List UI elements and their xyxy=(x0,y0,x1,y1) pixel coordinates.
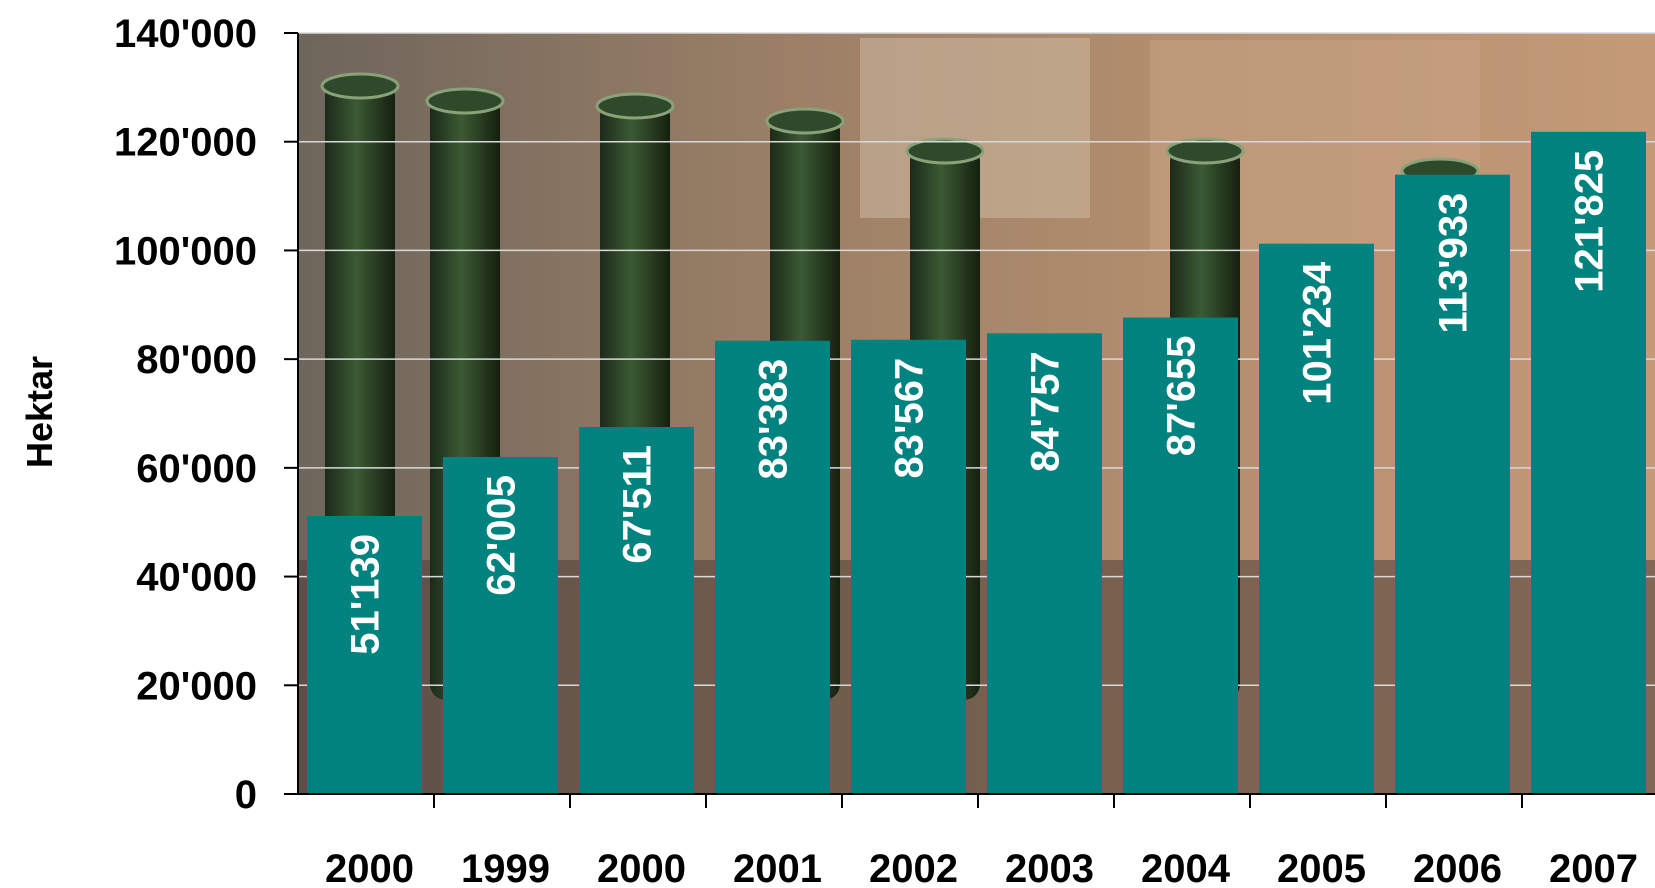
x-tick-label: 2006 xyxy=(1413,847,1502,888)
bottle-neck-rim xyxy=(905,137,985,165)
bar xyxy=(1531,131,1646,794)
x-tick-label: 2003 xyxy=(1005,847,1094,888)
bottle-neck-rim xyxy=(765,107,845,135)
y-axis-ticks: 0 20'000 40'000 60'000 80'000 100'000 120'000 1… xyxy=(114,12,298,817)
bar-value-label: 84'757 xyxy=(1024,351,1068,472)
x-tick-label: 2000 xyxy=(325,847,414,888)
bar-value-label: 51'139 xyxy=(344,534,388,655)
bar-value-label: 83'383 xyxy=(752,359,796,480)
bar xyxy=(715,340,830,794)
x-tick-label: 2005 xyxy=(1277,847,1366,888)
x-tick-label: 2001 xyxy=(733,847,822,888)
x-tick-label: 2000 xyxy=(597,847,686,888)
x-tick-label: 2007 xyxy=(1549,847,1638,888)
bar xyxy=(307,516,422,794)
bar-value-label: 87'655 xyxy=(1160,336,1204,457)
bar-value-label: 113'933 xyxy=(1432,193,1476,334)
y-axis-title: Hektar xyxy=(19,356,60,468)
x-tick-label: 2002 xyxy=(869,847,958,888)
y-tick-label: 100'000 xyxy=(114,229,257,273)
bar-value-labels: 51'139 62'005 67'511 83'383 83'567 84'757 87'6… xyxy=(344,150,1612,655)
bottle-neck-rim xyxy=(595,92,675,120)
bar-value-label: 83'567 xyxy=(888,358,932,479)
y-tick-label: 120'000 xyxy=(114,121,257,165)
bottle-neck-rim xyxy=(1165,137,1245,165)
y-tick-label: 60'000 xyxy=(136,447,257,491)
x-axis-ticks: 2000 1999 2000 2001 2002 2003 2004 2005 2006 2007 xyxy=(325,794,1638,888)
x-tick-label: 2004 xyxy=(1141,847,1231,888)
bar-value-label: 67'511 xyxy=(616,445,660,564)
bar xyxy=(1123,317,1238,794)
bar xyxy=(443,456,558,794)
bar xyxy=(987,333,1102,794)
bar xyxy=(579,427,694,794)
y-tick-label: 20'000 xyxy=(136,664,257,708)
bar-value-label: 62'005 xyxy=(480,475,524,596)
bar xyxy=(1395,174,1510,795)
y-tick-label: 80'000 xyxy=(136,338,257,382)
y-tick-label: 40'000 xyxy=(136,556,257,600)
y-tick-label: 140'000 xyxy=(114,12,257,56)
bars xyxy=(307,131,1646,795)
x-tick-label: 1999 xyxy=(461,847,550,888)
bar-value-label: 121'825 xyxy=(1568,150,1612,293)
bar xyxy=(1259,243,1374,795)
bar xyxy=(851,339,966,794)
bottle-neck-rim xyxy=(425,87,505,115)
bar-value-label: 101'234 xyxy=(1296,261,1340,405)
y-tick-label: 0 xyxy=(235,773,257,817)
bottle-neck-rim xyxy=(320,72,400,100)
